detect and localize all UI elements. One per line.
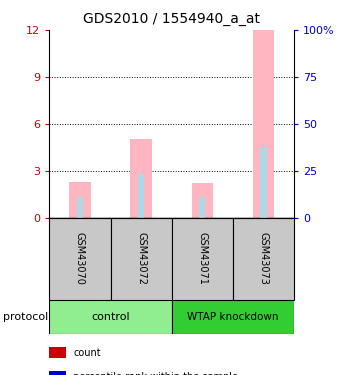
Text: count: count <box>73 348 101 357</box>
Bar <box>138 174 144 217</box>
Bar <box>172 300 294 334</box>
Bar <box>131 140 152 218</box>
Bar <box>110 217 172 300</box>
Bar <box>49 217 110 300</box>
Bar <box>253 30 274 217</box>
Text: WTAP knockdown: WTAP knockdown <box>187 312 279 322</box>
Bar <box>172 217 233 300</box>
Bar <box>260 147 267 218</box>
Text: protocol: protocol <box>3 312 49 322</box>
Text: percentile rank within the sample: percentile rank within the sample <box>73 372 238 375</box>
Text: control: control <box>91 312 130 322</box>
Text: GSM43071: GSM43071 <box>197 232 207 285</box>
Bar <box>49 300 172 334</box>
Bar <box>199 197 205 217</box>
Text: GSM43070: GSM43070 <box>75 232 85 285</box>
Text: GSM43072: GSM43072 <box>136 232 146 285</box>
Bar <box>233 217 294 300</box>
Text: GSM43073: GSM43073 <box>258 232 269 285</box>
Bar <box>192 183 213 218</box>
Bar <box>69 182 90 218</box>
Title: GDS2010 / 1554940_a_at: GDS2010 / 1554940_a_at <box>83 12 260 26</box>
Bar <box>77 197 83 217</box>
